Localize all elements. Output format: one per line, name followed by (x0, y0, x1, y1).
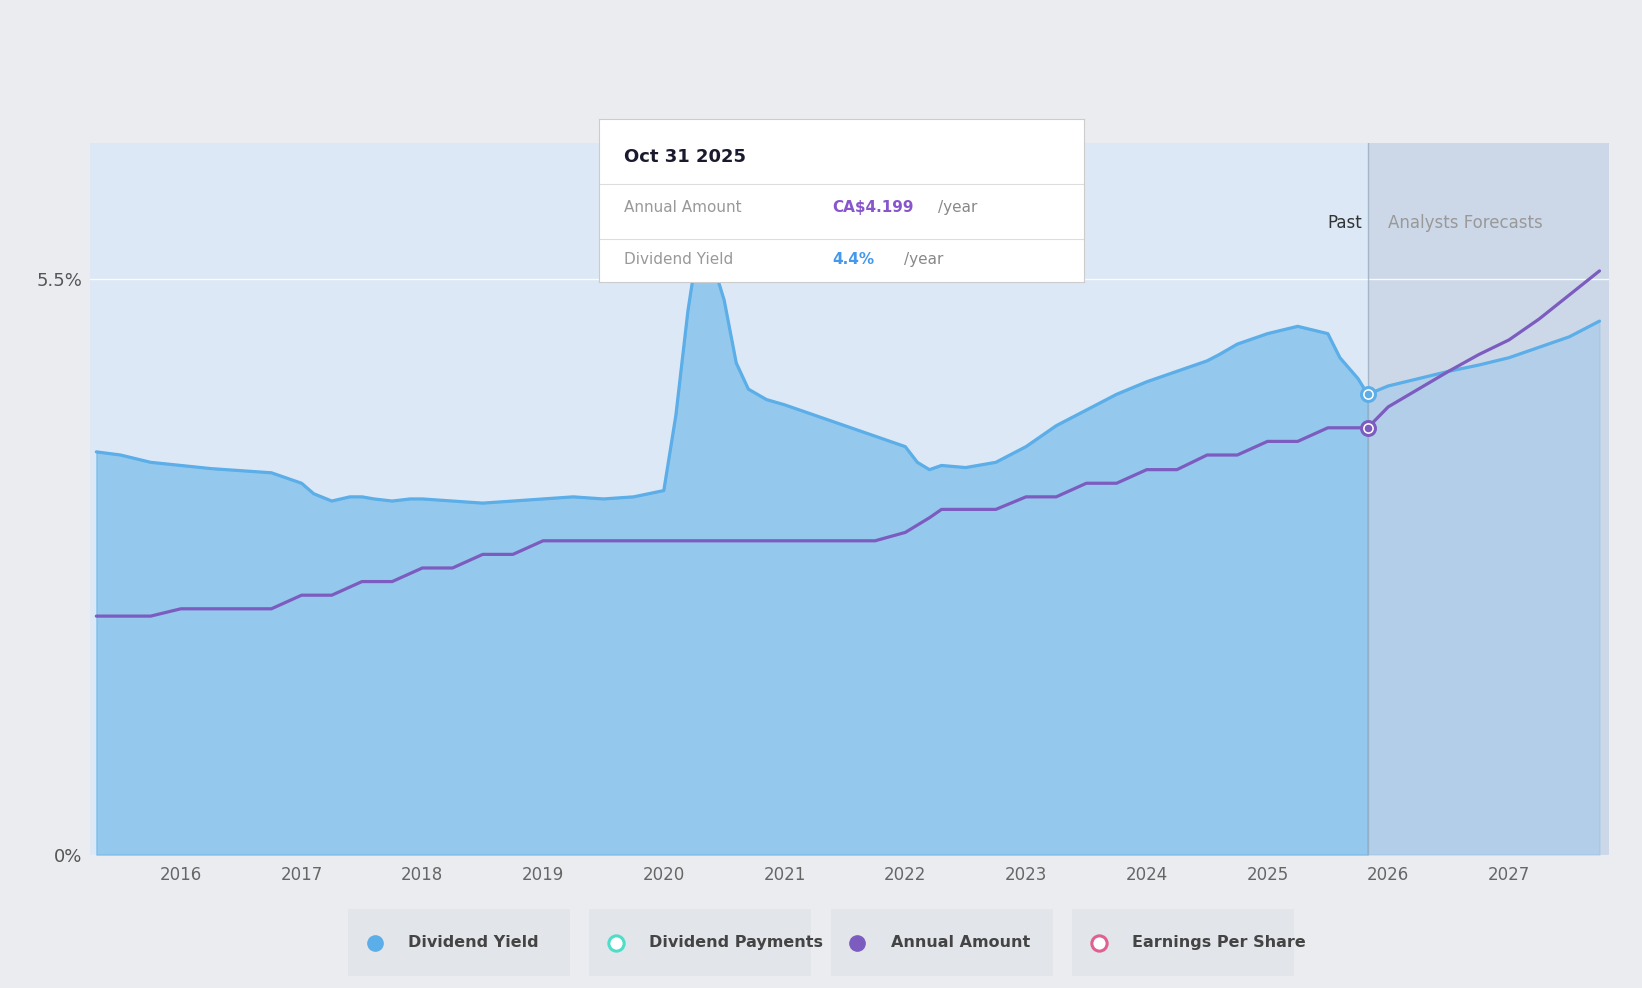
Text: Dividend Payments: Dividend Payments (649, 935, 823, 950)
Text: Annual Amount: Annual Amount (624, 201, 741, 215)
Text: Past: Past (1327, 214, 1361, 232)
Text: Dividend Yield: Dividend Yield (624, 252, 732, 267)
Text: Earnings Per Share: Earnings Per Share (1131, 935, 1305, 950)
Text: Analysts Forecasts: Analysts Forecasts (1387, 214, 1543, 232)
Text: Annual Amount: Annual Amount (890, 935, 1030, 950)
Text: /year: /year (939, 201, 977, 215)
Text: Oct 31 2025: Oct 31 2025 (624, 148, 745, 166)
Text: /year: /year (905, 252, 944, 267)
Bar (1368, 143, 1609, 855)
Text: 4.4%: 4.4% (832, 252, 874, 267)
Text: CA$4.199: CA$4.199 (832, 201, 913, 215)
Text: Dividend Yield: Dividend Yield (407, 935, 539, 950)
